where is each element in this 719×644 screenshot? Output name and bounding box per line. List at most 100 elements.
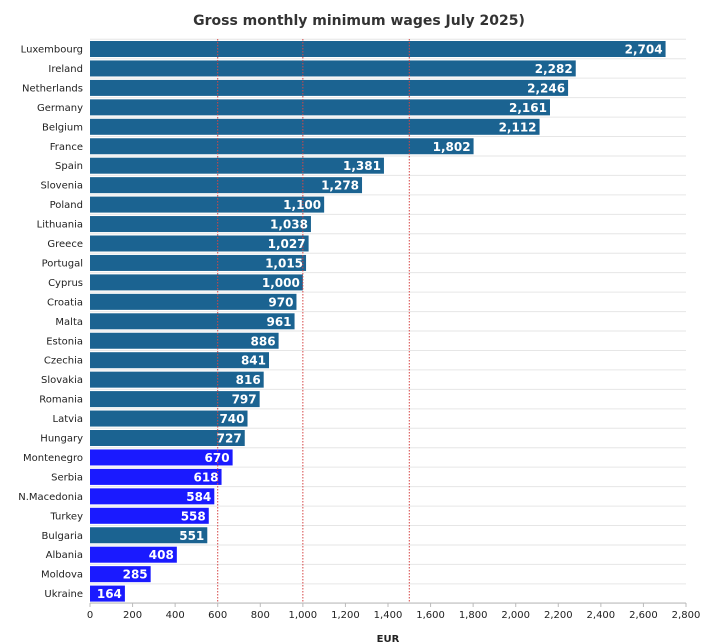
- bar: [90, 332, 279, 349]
- value-label: 618: [193, 470, 218, 484]
- bar: [90, 60, 576, 77]
- value-label: 1,000: [262, 276, 300, 290]
- value-label: 2,161: [509, 101, 547, 115]
- category-label: Slovakia: [41, 375, 83, 386]
- bar: [90, 352, 270, 369]
- category-label: Lithuania: [37, 220, 83, 231]
- x-tick-label: 400: [166, 610, 185, 621]
- category-label: Netherlands: [22, 83, 83, 94]
- bar: [90, 410, 248, 427]
- category-label: Poland: [50, 200, 83, 211]
- x-tick-label: 2,200: [544, 610, 573, 621]
- chart-title: Gross monthly minimum wages July 2025): [193, 13, 525, 29]
- value-label: 551: [179, 529, 204, 543]
- x-axis-ticks: 0 200 400 600 800 1,000 1,200 1,400 1,600 1,800 2,…: [87, 602, 701, 621]
- value-label: 285: [123, 568, 148, 582]
- bar: [90, 449, 233, 466]
- value-label: 970: [268, 295, 293, 309]
- value-label: 797: [232, 393, 257, 407]
- value-label: 1,038: [270, 218, 308, 232]
- bar: [90, 177, 363, 194]
- gridlines: [90, 38, 686, 604]
- value-labels: 2,704 2,282 2,246 2,161 2,112 1,802 1,381 1,278…: [97, 43, 663, 602]
- category-label: Bulgaria: [42, 531, 83, 542]
- category-label: Albania: [46, 550, 83, 561]
- value-label: 408: [149, 548, 174, 562]
- bar: [90, 99, 550, 116]
- bar: [90, 566, 151, 583]
- bar: [90, 196, 325, 213]
- category-label: Ukraine: [44, 589, 83, 600]
- value-label: 1,027: [268, 237, 306, 251]
- value-label: 1,802: [433, 140, 471, 154]
- x-tick-label: 2,400: [587, 610, 616, 621]
- x-tick-label: 1,000: [289, 610, 318, 621]
- category-label: N.Macedonia: [18, 492, 83, 503]
- x-tick-label: 1,400: [374, 610, 403, 621]
- bar: [90, 41, 666, 57]
- bar: [90, 79, 569, 96]
- category-label: Estonia: [46, 336, 83, 347]
- category-label: Turkey: [49, 511, 83, 522]
- bar: [90, 138, 474, 155]
- bar: [90, 254, 307, 271]
- x-tick-label: 2,600: [629, 610, 658, 621]
- x-tick-label: 0: [87, 610, 93, 621]
- value-label: 2,704: [625, 43, 663, 57]
- category-label: Greece: [47, 239, 83, 250]
- category-label: Luxembourg: [21, 45, 83, 56]
- bar: [90, 235, 309, 252]
- category-label: Serbia: [51, 472, 83, 483]
- bar: [90, 313, 295, 330]
- category-label: Malta: [55, 317, 83, 328]
- x-axis-title: EUR: [377, 634, 400, 644]
- category-label: Cyprus: [48, 278, 83, 289]
- bar: [90, 430, 245, 446]
- x-tick-label: 1,800: [459, 610, 488, 621]
- category-labels: Luxembourg Ireland Netherlands Germany Belgi…: [18, 45, 83, 601]
- value-label: 670: [205, 451, 230, 465]
- bar: [90, 585, 125, 602]
- x-tick-label: 200: [123, 610, 142, 621]
- bar: [90, 527, 208, 544]
- value-label: 740: [219, 412, 244, 426]
- category-label: Montenegro: [23, 453, 83, 464]
- value-label: 164: [97, 587, 122, 601]
- value-label: 816: [236, 373, 261, 387]
- value-label: 961: [266, 315, 291, 329]
- value-label: 886: [251, 334, 276, 348]
- bar: [90, 546, 177, 563]
- bar: [90, 157, 384, 174]
- value-label: 2,282: [535, 62, 573, 76]
- bar: [90, 118, 540, 135]
- category-label: Germany: [37, 103, 83, 114]
- bar: [90, 488, 215, 505]
- value-label: 2,112: [499, 120, 537, 134]
- category-label: Hungary: [40, 434, 83, 445]
- value-label: 558: [181, 509, 206, 523]
- value-label: 2,246: [527, 81, 565, 95]
- x-tick-label: 1,600: [416, 610, 445, 621]
- bar: [90, 468, 222, 485]
- category-label: Portugal: [42, 258, 83, 269]
- value-label: 727: [217, 432, 242, 446]
- x-tick-label: 2,800: [672, 610, 701, 621]
- category-label: Croatia: [47, 297, 83, 308]
- bars: [90, 41, 666, 602]
- value-label: 584: [186, 490, 211, 504]
- bar: [90, 293, 297, 310]
- x-tick-label: 600: [208, 610, 227, 621]
- bar: [90, 216, 311, 233]
- bar: [90, 371, 264, 388]
- category-label: Moldova: [41, 570, 83, 581]
- category-label: Spain: [55, 161, 83, 172]
- category-label: France: [50, 142, 83, 153]
- value-label: 841: [241, 354, 266, 368]
- x-tick-label: 1,200: [331, 610, 360, 621]
- category-label: Belgium: [42, 122, 83, 133]
- category-label: Slovenia: [40, 181, 83, 192]
- value-label: 1,015: [265, 256, 303, 270]
- bar: [90, 507, 209, 524]
- value-label: 1,381: [343, 159, 381, 173]
